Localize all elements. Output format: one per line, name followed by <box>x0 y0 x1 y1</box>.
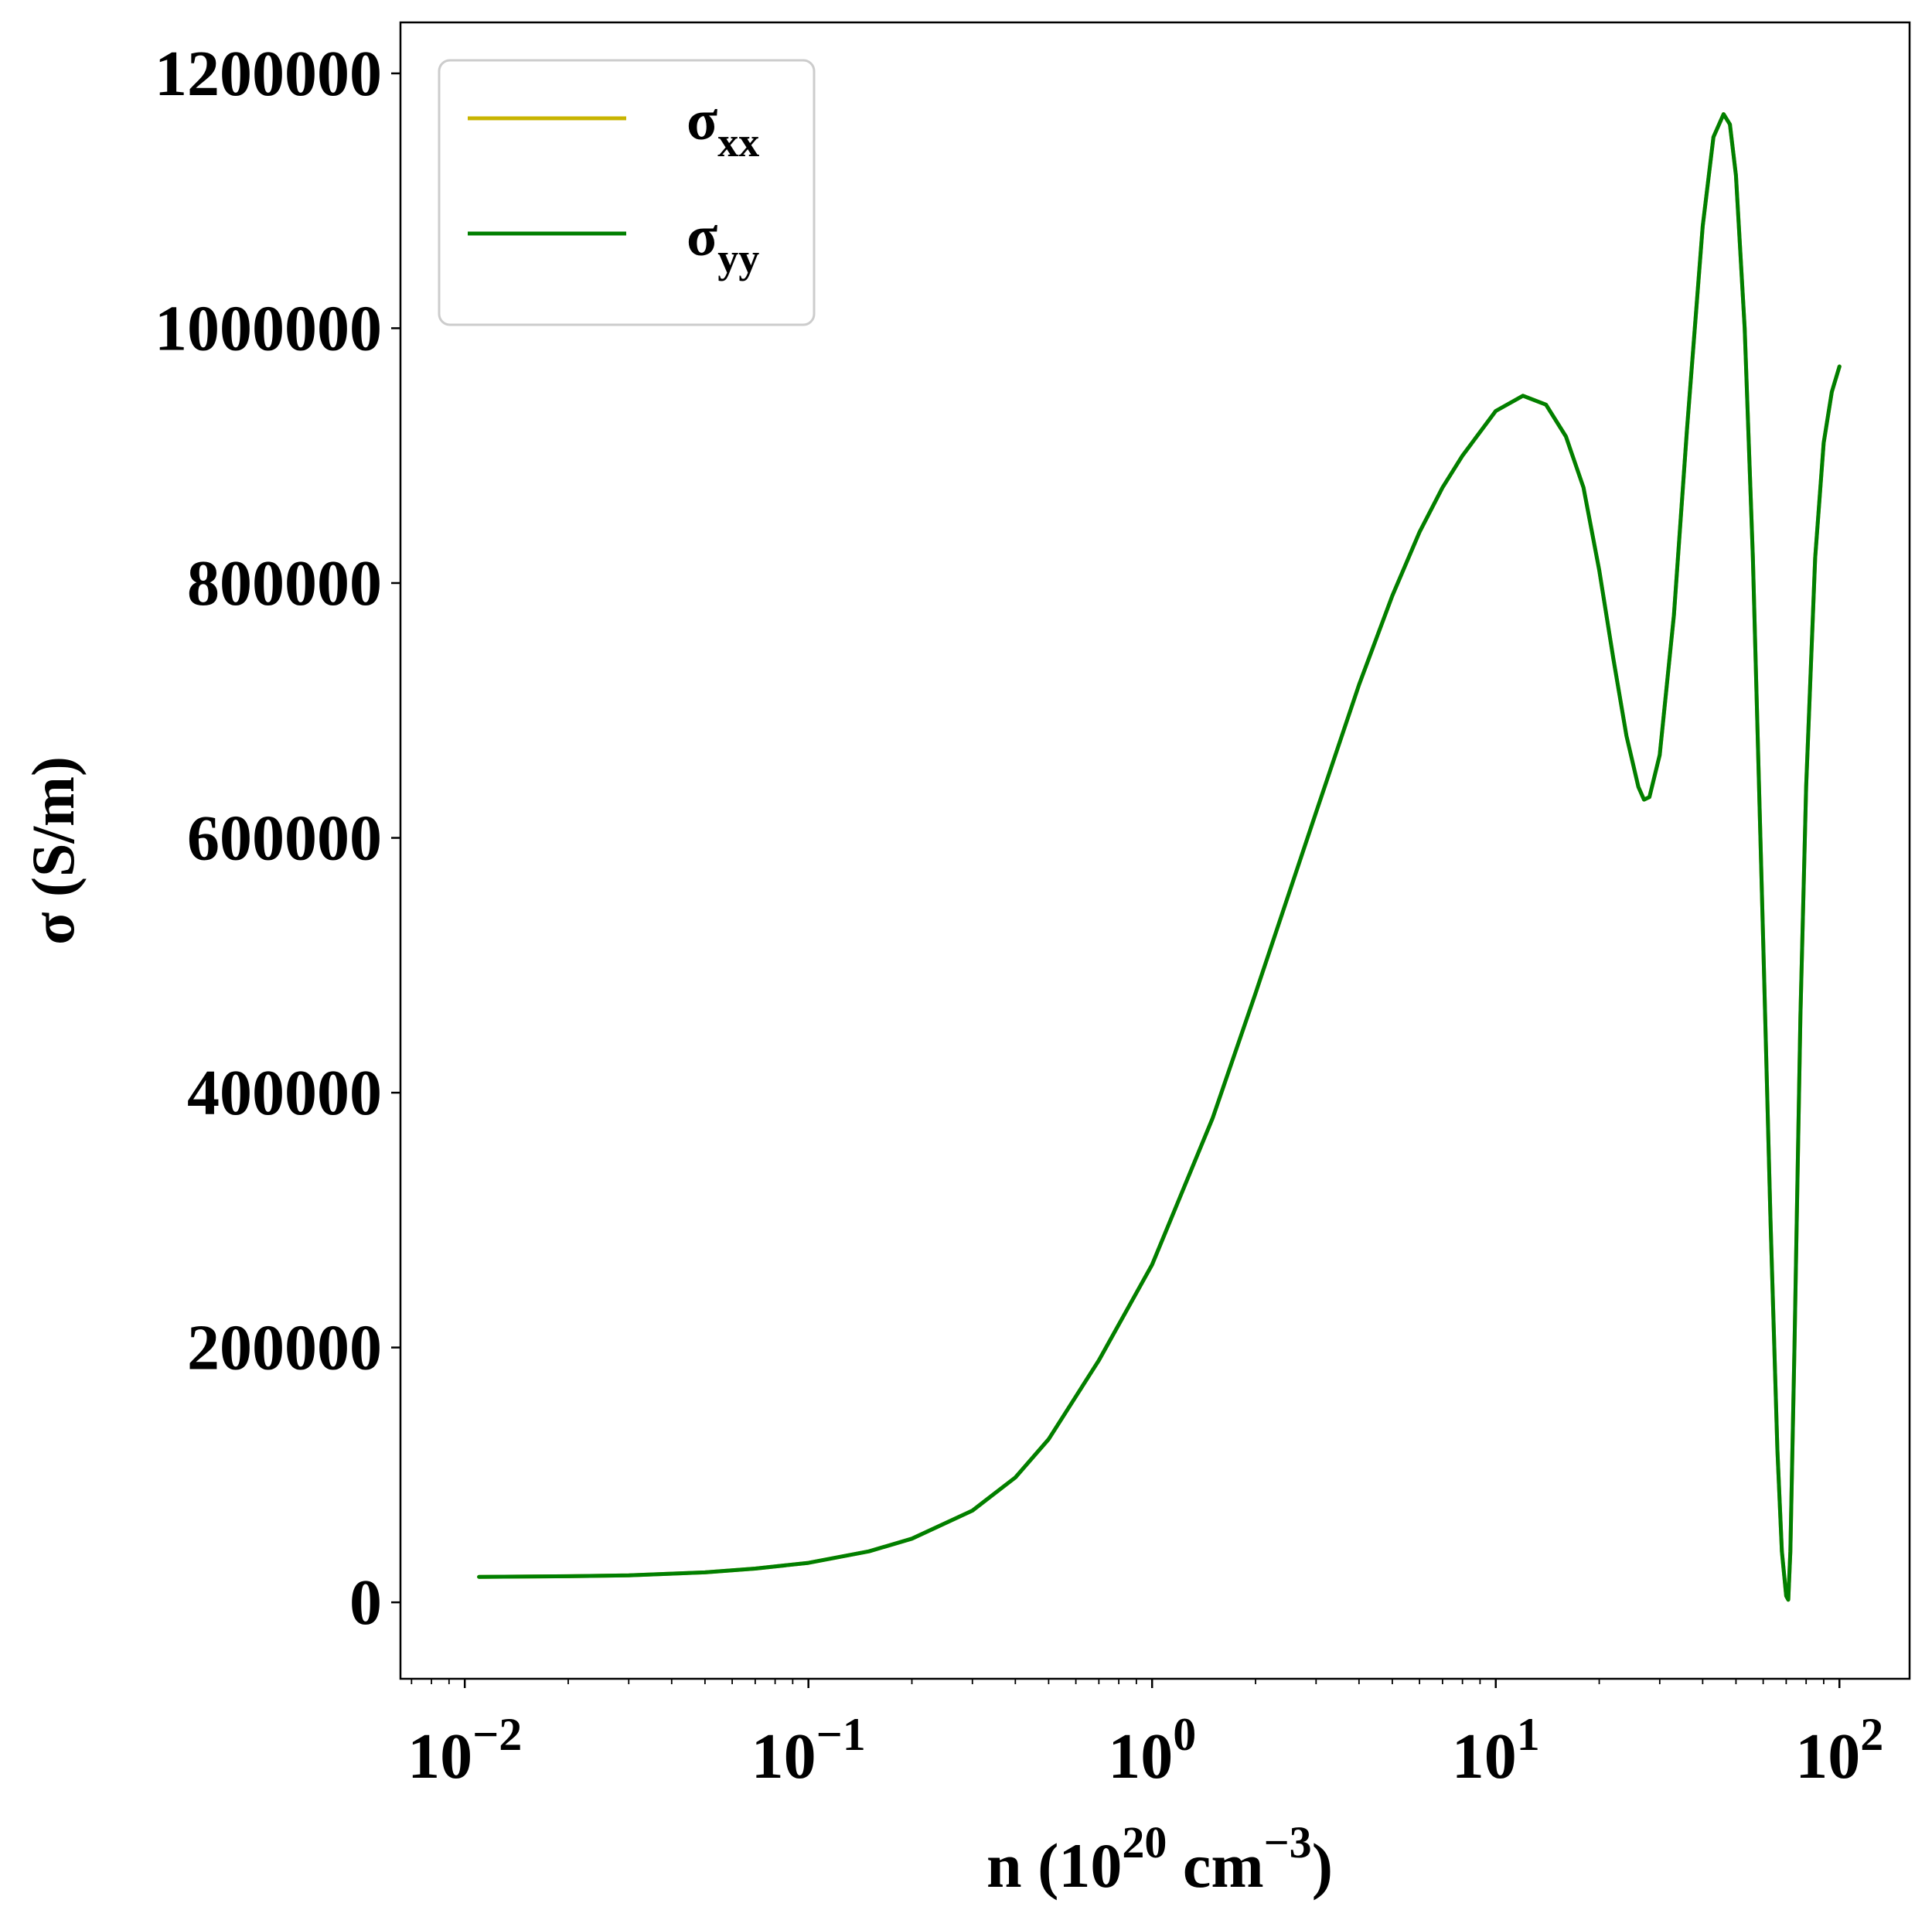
y-tick-label: 400000 <box>187 1057 382 1129</box>
x-tick-label-exp: −1 <box>816 1709 866 1760</box>
legend-label-sigma-xx-sub: xx <box>717 119 759 165</box>
x-tick-label-base: 10 <box>407 1721 472 1792</box>
x-axis-label-end: ) <box>1312 1830 1333 1901</box>
y-tick-label: 1200000 <box>155 38 382 110</box>
series-line-sigma-yy <box>477 112 1842 1602</box>
x-tick-label: 100 <box>1108 1709 1196 1792</box>
x-tick-label-exp: 0 <box>1173 1709 1196 1760</box>
x-tick-label-exp: 2 <box>1860 1709 1883 1760</box>
x-tick-label-exp: −2 <box>472 1709 522 1760</box>
y-tick-label: 600000 <box>187 803 382 875</box>
x-tick-label-base: 10 <box>1795 1721 1860 1792</box>
x-axis-label: n (1020 cm−3) <box>986 1817 1333 1901</box>
legend-label-sigma-yy-symbol: σ <box>687 205 717 268</box>
legend-label-sigma-yy: σyy <box>687 205 759 281</box>
legend-label-sigma-yy-sub: yy <box>717 235 759 281</box>
y-tick-label: 1000000 <box>155 292 382 364</box>
legend-label-sigma-xx-symbol: σ <box>687 89 717 152</box>
x-tick-label: 10−2 <box>407 1709 522 1792</box>
x-tick-label-base: 10 <box>1108 1721 1173 1792</box>
y-tick-label: 800000 <box>187 547 382 619</box>
x-axis-label-base: n (10 <box>986 1830 1122 1901</box>
y-axis-label: σ (S/m) <box>19 756 87 945</box>
x-axis-ticks: 10−2 10−1 100 101 102 <box>407 1679 1883 1792</box>
x-tick-label-base: 10 <box>751 1721 816 1792</box>
x-axis-label-mid: cm <box>1167 1830 1263 1901</box>
legend: σxx σyy <box>438 59 816 326</box>
x-axis-label-exp2: −3 <box>1264 1817 1312 1867</box>
y-tick-label: 200000 <box>187 1312 382 1384</box>
x-tick-label: 101 <box>1452 1709 1540 1792</box>
x-tick-label-base: 10 <box>1452 1721 1517 1792</box>
y-tick-label: 0 <box>349 1567 382 1639</box>
x-tick-label-exp: 1 <box>1517 1709 1540 1760</box>
series-layer <box>477 112 1842 1602</box>
x-axis-label-exp1: 20 <box>1122 1817 1167 1867</box>
y-axis-ticks: 0 200000 400000 600000 800000 1000000 1200000 <box>155 38 400 1639</box>
plot-frame <box>399 21 1911 1680</box>
x-tick-label: 102 <box>1795 1709 1883 1792</box>
x-tick-label: 10−1 <box>751 1709 866 1792</box>
legend-box <box>438 59 816 326</box>
legend-label-sigma-xx: σxx <box>687 89 759 165</box>
